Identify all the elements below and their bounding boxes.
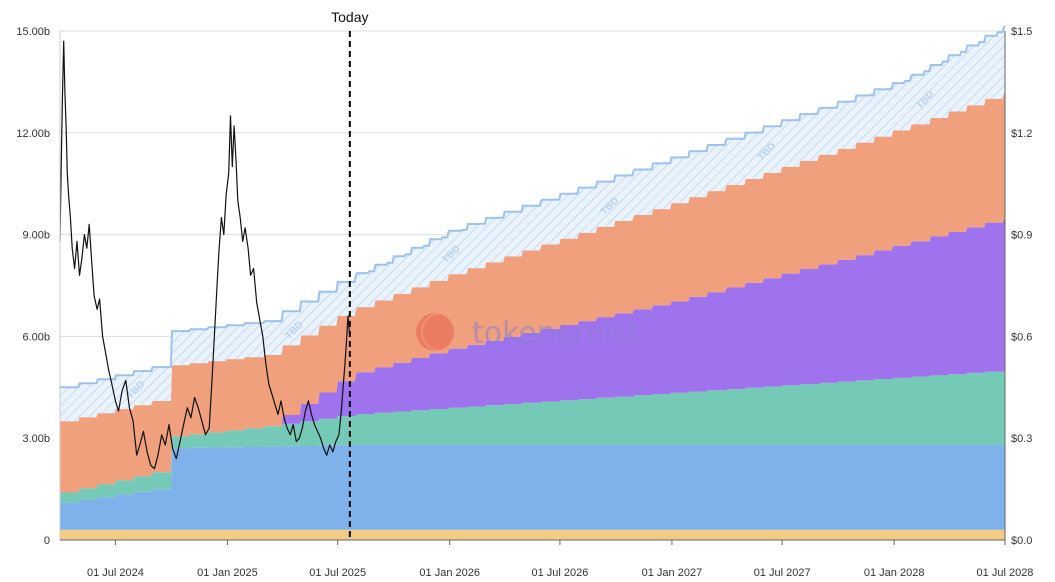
y-right-tick-label: $1.5 xyxy=(1011,26,1032,38)
y-right-tick-label: $0.6 xyxy=(1011,331,1032,343)
axes: 0 3.00b 6.00b 9.00b 12.00b 15.00b $0.0 $0.3 $0.6… xyxy=(16,26,1033,579)
series-area-1 xyxy=(60,445,1005,530)
x-tick-label: 01 Jan 2028 xyxy=(864,567,925,579)
price-line-group xyxy=(59,40,351,470)
x-tick-label: 01 Jul 2026 xyxy=(531,567,588,579)
today-label: Today xyxy=(331,9,368,25)
x-tick-label: 01 Jul 2027 xyxy=(754,567,811,579)
y-right-tick-label: $1.2 xyxy=(1011,128,1032,140)
watermark-text: tokenomist xyxy=(472,316,639,351)
y-left-tick-label: 12.00b xyxy=(16,128,50,140)
price-line xyxy=(59,40,351,470)
y-right-tick-label: $0.9 xyxy=(1011,230,1032,242)
y-left-tick-label: 3.00b xyxy=(22,433,50,445)
x-tick-label: 01 Jan 2027 xyxy=(642,567,703,579)
area-series-group xyxy=(60,25,1006,540)
x-tick-label: 01 Jan 2025 xyxy=(197,567,258,579)
x-tick-label: 01 Jul 2024 xyxy=(87,567,144,579)
today-marker: Today xyxy=(331,9,369,540)
x-tick-label: 01 Jul 2028 xyxy=(977,567,1034,579)
series-area-3 xyxy=(60,217,1005,493)
x-tick-label: 01 Jul 2025 xyxy=(309,567,366,579)
y-left-tick-label: 15.00b xyxy=(16,26,50,38)
series-area-0 xyxy=(60,529,1005,540)
y-right-tick-label: $0.3 xyxy=(1011,433,1032,445)
y-left-tick-label: 9.00b xyxy=(22,230,50,242)
series-area-4 xyxy=(60,92,1005,493)
series-area-2 xyxy=(60,370,1005,503)
series-area-tbd xyxy=(60,26,1005,422)
watermark-logo-ring xyxy=(421,312,461,352)
y-left-tick-label: 0 xyxy=(44,535,50,547)
series-tbd-outline xyxy=(60,25,1006,389)
watermark: tokenomist xyxy=(416,312,639,352)
x-tick-label: 01 Jan 2026 xyxy=(419,567,480,579)
y-right-tick-label: $0.0 xyxy=(1011,535,1032,547)
y-left-tick-label: 6.00b xyxy=(22,331,50,343)
